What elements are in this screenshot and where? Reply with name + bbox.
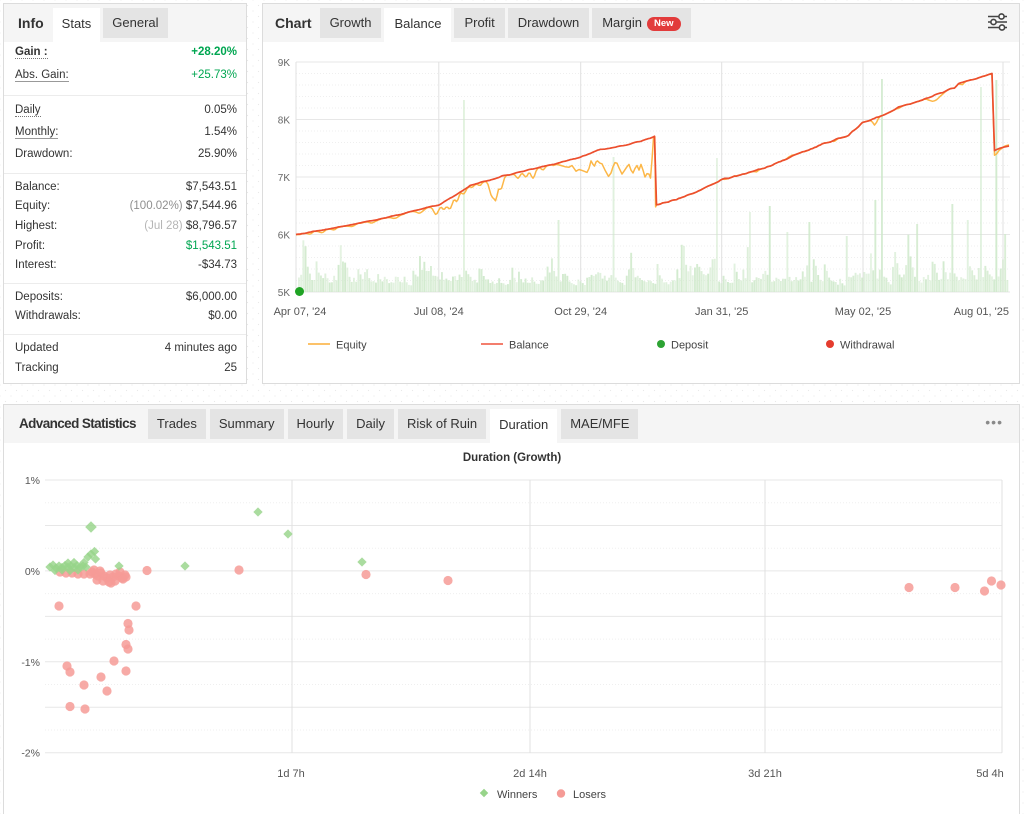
svg-text:Jul 08, '24: Jul 08, '24 <box>414 306 464 318</box>
svg-text:Withdrawal: Withdrawal <box>840 340 894 352</box>
svg-text:Winners: Winners <box>497 789 538 801</box>
svg-text:7K: 7K <box>278 173 291 184</box>
svg-text:5d 4h: 5d 4h <box>976 768 1004 780</box>
svg-text:May 02, '25: May 02, '25 <box>835 306 892 318</box>
svg-text:-2%: -2% <box>21 748 40 760</box>
svg-text:9K: 9K <box>278 58 291 69</box>
svg-text:1%: 1% <box>25 475 40 487</box>
svg-text:Balance: Balance <box>509 340 549 352</box>
svg-text:Oct 29, '24: Oct 29, '24 <box>554 306 607 318</box>
svg-text:1d 7h: 1d 7h <box>277 768 305 780</box>
svg-text:Losers: Losers <box>573 789 607 801</box>
svg-text:5K: 5K <box>278 288 291 299</box>
svg-text:Apr 07, '24: Apr 07, '24 <box>274 306 327 318</box>
svg-text:2d 14h: 2d 14h <box>513 768 547 780</box>
svg-text:6K: 6K <box>278 231 291 242</box>
svg-text:-1%: -1% <box>21 657 40 669</box>
svg-text:0%: 0% <box>25 566 40 578</box>
svg-text:Deposit: Deposit <box>671 340 708 352</box>
svg-text:Aug 01, '25: Aug 01, '25 <box>954 306 1009 318</box>
svg-text:Jan 31, '25: Jan 31, '25 <box>695 306 748 318</box>
svg-text:Duration (Growth): Duration (Growth) <box>463 452 562 464</box>
svg-text:3d 21h: 3d 21h <box>748 768 782 780</box>
svg-text:Equity: Equity <box>336 340 367 352</box>
svg-text:8K: 8K <box>278 116 291 127</box>
